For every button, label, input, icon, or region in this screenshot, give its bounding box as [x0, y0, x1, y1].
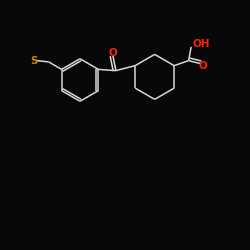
Text: O: O — [199, 60, 207, 70]
Text: O: O — [108, 48, 117, 58]
Text: S: S — [30, 56, 37, 66]
Text: OH: OH — [192, 39, 210, 50]
